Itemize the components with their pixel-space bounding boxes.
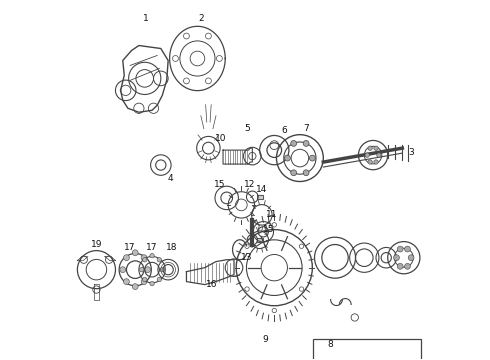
- Circle shape: [393, 255, 399, 261]
- Circle shape: [143, 277, 147, 282]
- Circle shape: [374, 146, 378, 150]
- Circle shape: [291, 170, 296, 176]
- Circle shape: [368, 146, 372, 150]
- Text: 12: 12: [245, 180, 256, 189]
- Text: 8: 8: [328, 340, 334, 349]
- Polygon shape: [121, 45, 168, 112]
- Polygon shape: [187, 260, 234, 285]
- Circle shape: [145, 267, 150, 273]
- Circle shape: [374, 160, 378, 164]
- Circle shape: [303, 170, 309, 176]
- Circle shape: [141, 255, 147, 261]
- Text: 16: 16: [206, 280, 218, 289]
- Circle shape: [132, 250, 138, 256]
- Polygon shape: [105, 257, 116, 261]
- Circle shape: [150, 282, 154, 286]
- Text: 7: 7: [303, 124, 309, 133]
- Circle shape: [405, 264, 411, 269]
- Circle shape: [160, 267, 165, 272]
- Circle shape: [368, 160, 372, 164]
- Text: 11: 11: [267, 210, 278, 219]
- Text: 10: 10: [215, 134, 226, 143]
- Polygon shape: [223, 148, 252, 164]
- Circle shape: [141, 279, 147, 284]
- Circle shape: [365, 153, 369, 157]
- Text: 17: 17: [147, 243, 158, 252]
- Circle shape: [309, 155, 315, 161]
- Polygon shape: [77, 257, 88, 261]
- Circle shape: [397, 246, 403, 252]
- Circle shape: [157, 277, 162, 282]
- Text: 17: 17: [124, 243, 136, 252]
- Circle shape: [132, 284, 138, 289]
- Text: 18: 18: [166, 243, 177, 252]
- Polygon shape: [257, 195, 263, 199]
- Bar: [313, 339, 421, 360]
- Circle shape: [397, 264, 403, 269]
- Circle shape: [405, 246, 411, 252]
- Circle shape: [377, 153, 381, 157]
- Text: 3: 3: [408, 148, 414, 157]
- Circle shape: [408, 255, 414, 261]
- Text: 15: 15: [214, 180, 225, 189]
- Text: 9: 9: [262, 335, 268, 344]
- Text: 13: 13: [242, 253, 253, 262]
- Text: 2: 2: [198, 14, 204, 23]
- Circle shape: [150, 253, 154, 258]
- Polygon shape: [94, 284, 99, 300]
- Circle shape: [123, 279, 129, 284]
- Circle shape: [303, 140, 309, 147]
- Circle shape: [123, 255, 129, 261]
- Circle shape: [157, 258, 162, 262]
- Text: 15: 15: [264, 225, 275, 234]
- Text: 6: 6: [281, 126, 287, 135]
- Text: 4: 4: [168, 174, 173, 183]
- Circle shape: [143, 258, 147, 262]
- Polygon shape: [257, 238, 263, 242]
- Circle shape: [285, 155, 291, 161]
- Circle shape: [140, 267, 144, 272]
- Text: 19: 19: [91, 240, 102, 249]
- Text: 14: 14: [256, 185, 268, 194]
- Text: 1: 1: [143, 14, 149, 23]
- Circle shape: [291, 140, 296, 147]
- Circle shape: [120, 267, 126, 273]
- Polygon shape: [170, 26, 225, 91]
- Text: 5: 5: [245, 124, 250, 133]
